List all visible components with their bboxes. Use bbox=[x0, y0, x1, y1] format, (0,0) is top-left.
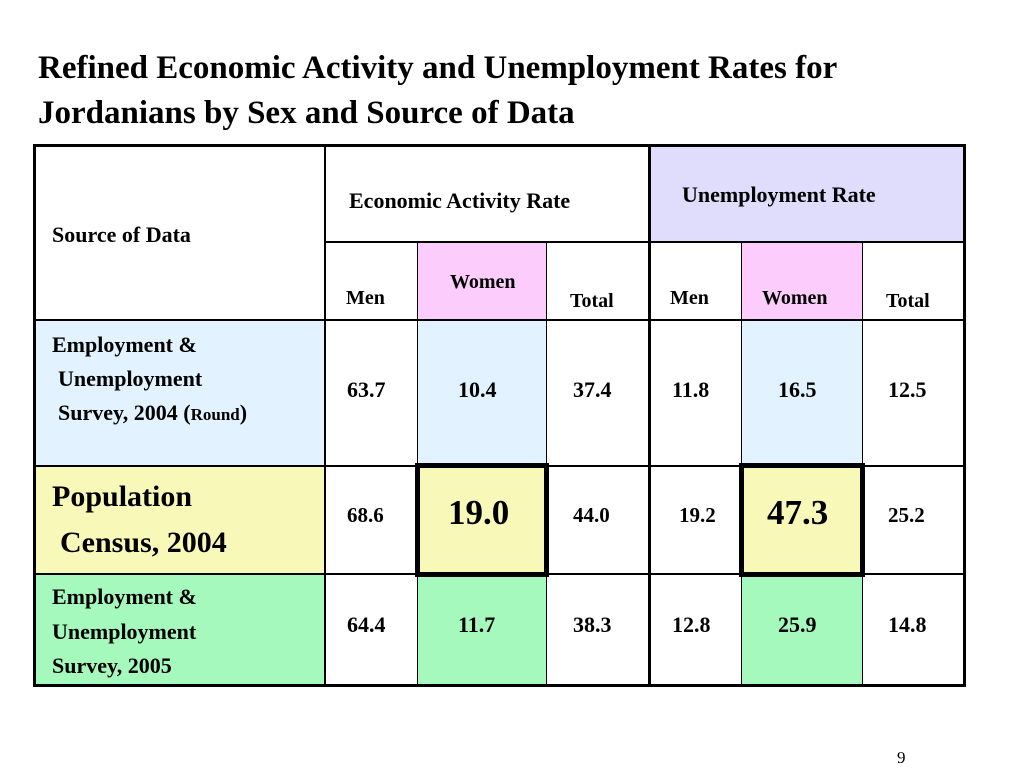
row2-econ-total-value: 44.0 bbox=[573, 503, 610, 527]
row3-unemp-men-value: 12.8 bbox=[672, 612, 711, 637]
row2-econ-men-value: 68.6 bbox=[347, 503, 384, 527]
header-bottom-line bbox=[33, 319, 966, 321]
row3-source-line-2: Unemployment bbox=[52, 619, 197, 644]
row2-econ-women-cell bbox=[418, 466, 546, 574]
row1-unemp-women-value: 16.5 bbox=[778, 377, 817, 402]
unemp-women-header: Women bbox=[762, 287, 828, 309]
row1-source-close-paren: ) bbox=[239, 400, 248, 425]
econ-women-header-cell bbox=[418, 242, 546, 320]
table-border-top bbox=[33, 144, 966, 147]
row1-econ-women-cell bbox=[418, 320, 546, 466]
row1-unemp-total-value: 12.5 bbox=[888, 377, 927, 402]
source-of-data-header: Source of Data bbox=[52, 222, 191, 247]
row3-econ-total-value: 38.3 bbox=[573, 612, 612, 637]
econ-women-census-highlight bbox=[415, 463, 549, 577]
row2-unemp-total-value: 25.2 bbox=[888, 503, 925, 527]
table-border-right bbox=[963, 144, 966, 687]
row1-source-cell bbox=[35, 320, 325, 466]
row1-econ-men-value: 63.7 bbox=[347, 377, 386, 402]
row1-source-survey-text: Survey, 2004 ( bbox=[58, 400, 191, 425]
source-column-divider bbox=[324, 144, 326, 687]
row1-source-line-3: Survey, 2004 (Round) bbox=[58, 400, 247, 426]
row1-unemp-men-value: 11.8 bbox=[672, 377, 710, 402]
row2-source-line-2: Census, 2004 bbox=[60, 526, 227, 559]
unemp-women-header-cell bbox=[742, 242, 862, 320]
economic-activity-rate-header: Economic Activity Rate bbox=[349, 188, 571, 213]
row1-econ-women-value: 10.4 bbox=[458, 377, 497, 402]
row3-unemp-total-value: 14.8 bbox=[888, 612, 927, 637]
row3-source-cell bbox=[35, 574, 325, 685]
econ-men-header: Men bbox=[346, 287, 385, 309]
row1-source-round-text: Round bbox=[190, 405, 240, 424]
row3-source-line-3: Survey, 2005 bbox=[52, 653, 172, 678]
econ-total-header: Total bbox=[570, 290, 614, 312]
table-border-left bbox=[33, 144, 36, 687]
row3-source-line-1: Employment & bbox=[52, 584, 197, 609]
header-divider-line bbox=[325, 241, 966, 243]
row3-econ-men-value: 64.4 bbox=[347, 612, 386, 637]
slide-title-line-2: Jordanians by Sex and Source of Data bbox=[38, 95, 575, 131]
row2-econ-women-value: 19.0 bbox=[448, 493, 510, 532]
row1-unemp-women-cell bbox=[742, 320, 862, 466]
unemployment-rate-header: Unemployment Rate bbox=[682, 182, 876, 207]
row2-unemp-women-cell bbox=[742, 466, 862, 574]
row2-unemp-men-value: 19.2 bbox=[679, 503, 716, 527]
table-border-bottom bbox=[33, 684, 966, 687]
row3-econ-women-cell bbox=[418, 574, 546, 685]
group-divider bbox=[648, 144, 651, 687]
row3-econ-women-value: 11.7 bbox=[458, 612, 496, 637]
slide-title: Refined Economic Activity and Unemployme… bbox=[38, 46, 1018, 136]
econ-women-header: Women bbox=[450, 271, 516, 293]
row3-unemp-women-value: 25.9 bbox=[778, 612, 817, 637]
row2-unemp-women-value: 47.3 bbox=[767, 493, 829, 532]
slide-title-line-1: Refined Economic Activity and Unemployme… bbox=[38, 50, 838, 86]
unemp-total-header: Total bbox=[886, 290, 930, 312]
row1-econ-total-value: 37.4 bbox=[573, 377, 612, 402]
unemp-women-census-highlight bbox=[739, 463, 865, 577]
row2-source-line-1: Population bbox=[52, 480, 193, 513]
row3-unemp-women-cell bbox=[742, 574, 862, 685]
unemp-men-header: Men bbox=[670, 287, 709, 309]
row2-source-cell bbox=[35, 466, 325, 574]
slide-page-number: 9 bbox=[897, 748, 906, 767]
unemployment-header-cell bbox=[650, 146, 964, 242]
row1-source-line-2: Unemployment bbox=[58, 366, 203, 391]
row1-source-line-1: Employment & bbox=[52, 332, 197, 357]
